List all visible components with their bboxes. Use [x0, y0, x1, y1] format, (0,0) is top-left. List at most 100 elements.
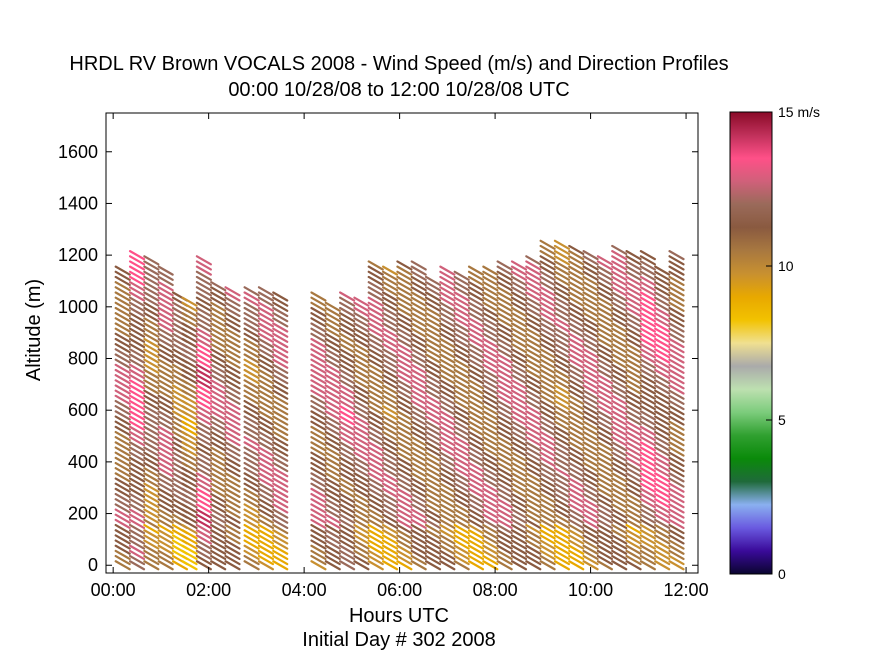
wind-barb [243, 343, 260, 354]
wind-barb [128, 343, 146, 354]
wind-barb [410, 503, 427, 514]
wind-barb [482, 281, 499, 292]
wind-barb [639, 544, 656, 555]
wind-barb [272, 451, 289, 462]
wind-barb [553, 456, 571, 467]
wind-barb [496, 451, 513, 462]
wind-barb [496, 270, 513, 281]
wind-barb [654, 446, 671, 457]
wind-barb [467, 379, 485, 390]
wind-barb [210, 296, 227, 307]
wind-barb [525, 477, 542, 488]
wind-barb [611, 337, 628, 349]
wind-barb [181, 560, 198, 571]
wind-barb [157, 265, 174, 276]
wind-barb [439, 389, 456, 400]
wind-barb [611, 260, 628, 271]
wind-barb [424, 306, 442, 318]
wind-barb [453, 374, 470, 385]
wind-barb [625, 534, 642, 545]
wind-barb [410, 374, 427, 385]
wind-barb [424, 549, 442, 561]
wind-barb [496, 415, 513, 426]
wind-barb [525, 394, 542, 405]
wind-barb [525, 343, 542, 354]
wind-barb [611, 368, 628, 380]
wind-barb [654, 477, 671, 488]
wind-barb [568, 332, 585, 343]
wind-barb [157, 554, 174, 566]
wind-barb [257, 549, 275, 561]
wind-barb [396, 456, 413, 467]
wind-barb [439, 430, 456, 442]
wind-barb [367, 461, 384, 473]
wind-barb [639, 374, 656, 385]
wind-barb [410, 415, 427, 426]
wind-barb [596, 498, 614, 509]
wind-barb [611, 312, 628, 323]
wind-barb [496, 343, 513, 354]
wind-barb [539, 270, 556, 281]
wind-barb [467, 368, 485, 380]
wind-barb [568, 461, 585, 473]
wind-barb [539, 337, 556, 349]
wind-barb [453, 394, 470, 405]
wind-barb [439, 539, 456, 550]
wind-barb [324, 456, 341, 467]
wind-barb [310, 327, 327, 338]
wind-barb [224, 394, 241, 405]
wind-barb [553, 560, 571, 571]
wind-barb [582, 523, 599, 535]
wind-barb [625, 296, 642, 307]
wind-barb [625, 451, 642, 462]
wind-barb [210, 353, 227, 364]
wind-barb [367, 415, 384, 426]
wind-barb [639, 549, 656, 561]
wind-barb [224, 425, 241, 436]
wind-barb [596, 363, 614, 374]
wind-barb [453, 322, 470, 333]
wind-barb [353, 498, 370, 509]
wind-barb [396, 477, 413, 488]
wind-barb [568, 523, 585, 535]
wind-barb [195, 301, 212, 312]
wind-barb [539, 544, 556, 555]
wind-barb [128, 265, 146, 276]
wind-barb [553, 337, 571, 349]
wind-barb [381, 410, 399, 421]
wind-barb [539, 560, 556, 571]
wind-barb [128, 332, 146, 343]
wind-barb [243, 446, 260, 457]
wind-barb [243, 472, 260, 483]
wind-barb [582, 425, 599, 436]
wind-barb [243, 529, 260, 540]
wind-barb [625, 281, 642, 292]
wind-barb [639, 394, 656, 405]
wind-barb [353, 430, 370, 442]
wind-barb [482, 503, 499, 514]
wind-barb [568, 441, 585, 452]
wind-barb [157, 487, 174, 498]
wind-barb [210, 518, 227, 529]
wind-barb [128, 379, 146, 390]
wind-barb [453, 451, 470, 462]
wind-barb [224, 317, 241, 328]
wind-barb [195, 394, 212, 405]
wind-barb [582, 477, 599, 488]
wind-barb [568, 477, 585, 488]
wind-barb [625, 306, 642, 318]
wind-barb [338, 560, 356, 571]
wind-barb [157, 508, 174, 519]
wind-barb [467, 451, 485, 462]
wind-barb [338, 461, 356, 473]
wind-barb [353, 482, 370, 493]
y-axis-label: Altitude (m) [23, 279, 45, 381]
wind-barb [181, 317, 198, 328]
wind-barb [272, 322, 289, 333]
wind-barb [496, 281, 513, 292]
wind-barb [453, 446, 470, 457]
wind-barb [553, 523, 571, 535]
wind-barb [243, 441, 260, 452]
wind-profile [272, 291, 289, 571]
wind-barb [310, 343, 327, 354]
